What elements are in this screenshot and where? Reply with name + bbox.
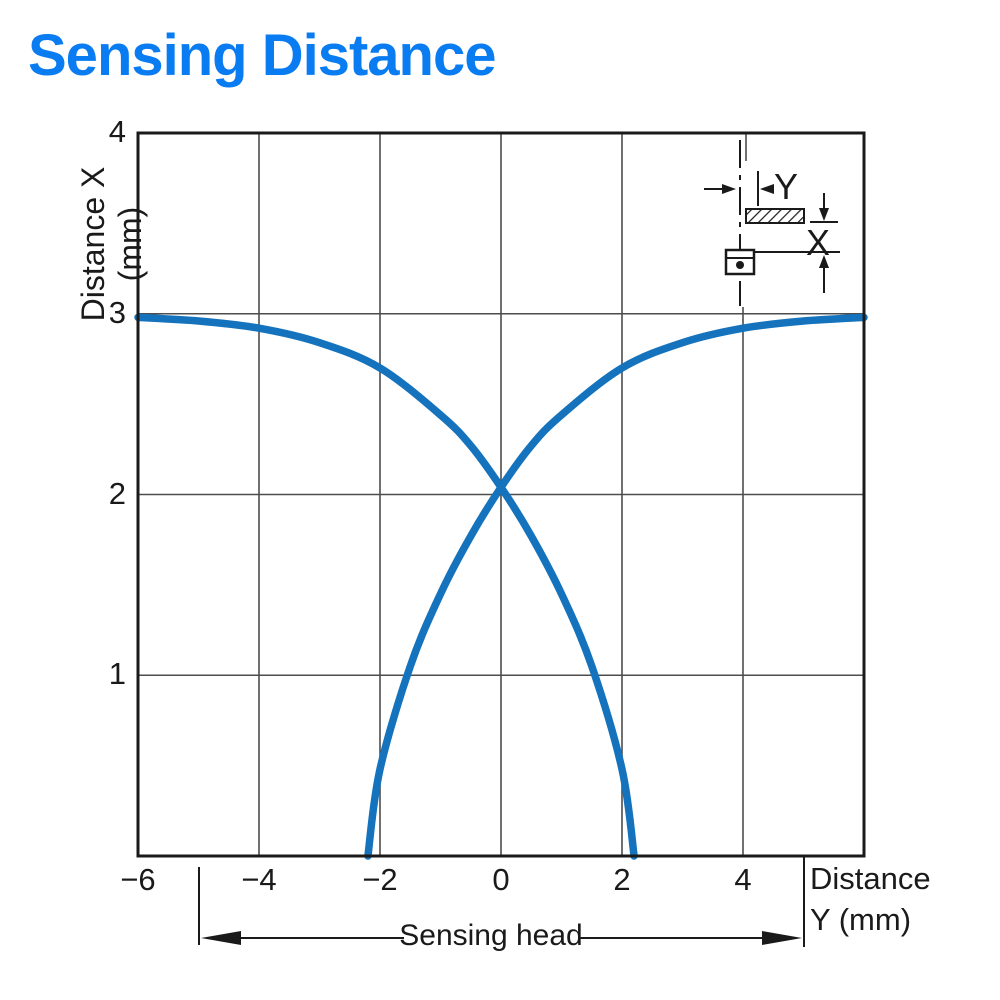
x-tick-label: 4 [734,862,752,897]
y-tick-label: 2 [108,475,126,511]
x-tick-label: −4 [241,862,277,897]
dimension-left-arrowhead-icon [201,931,241,945]
sensing-head-label: Sensing head [399,919,583,952]
y-tick-label: 4 [108,114,126,149]
x-tick-label: −2 [362,862,398,897]
page-title: Sensing Distance [28,23,496,88]
x-axis-title-line2: Y (mm) [810,902,912,937]
inset-down-arrowhead-icon [819,208,829,221]
inset-right-arrowhead-icon [722,184,736,194]
sensing-curve [364,313,868,860]
sensing-curves [134,313,868,860]
y-tick-label: 1 [108,656,126,692]
y-tick-label: 3 [108,294,126,330]
gridlines [138,133,864,856]
inset-target-object [745,208,805,224]
x-axis-title: Distance Y (mm) [810,858,931,940]
x-axis-title-line1: Distance [810,861,931,896]
plot-border [136,131,866,858]
inset-sensor-center-dot [736,261,744,269]
x-tick-label: −6 [120,862,156,897]
inset-y-label: Y [774,166,799,207]
inset-left-arrowhead-icon [760,184,774,194]
sensor-geometry-inset [704,140,840,306]
sensing-head-dimension [198,857,805,947]
sensing-curve [134,313,638,860]
inset-up-arrowhead-icon [819,255,829,268]
x-tick-label: 2 [613,862,631,897]
inset-x-label: X [806,222,831,263]
dimension-right-arrowhead-icon [762,931,802,945]
x-tick-label: 0 [492,862,510,897]
